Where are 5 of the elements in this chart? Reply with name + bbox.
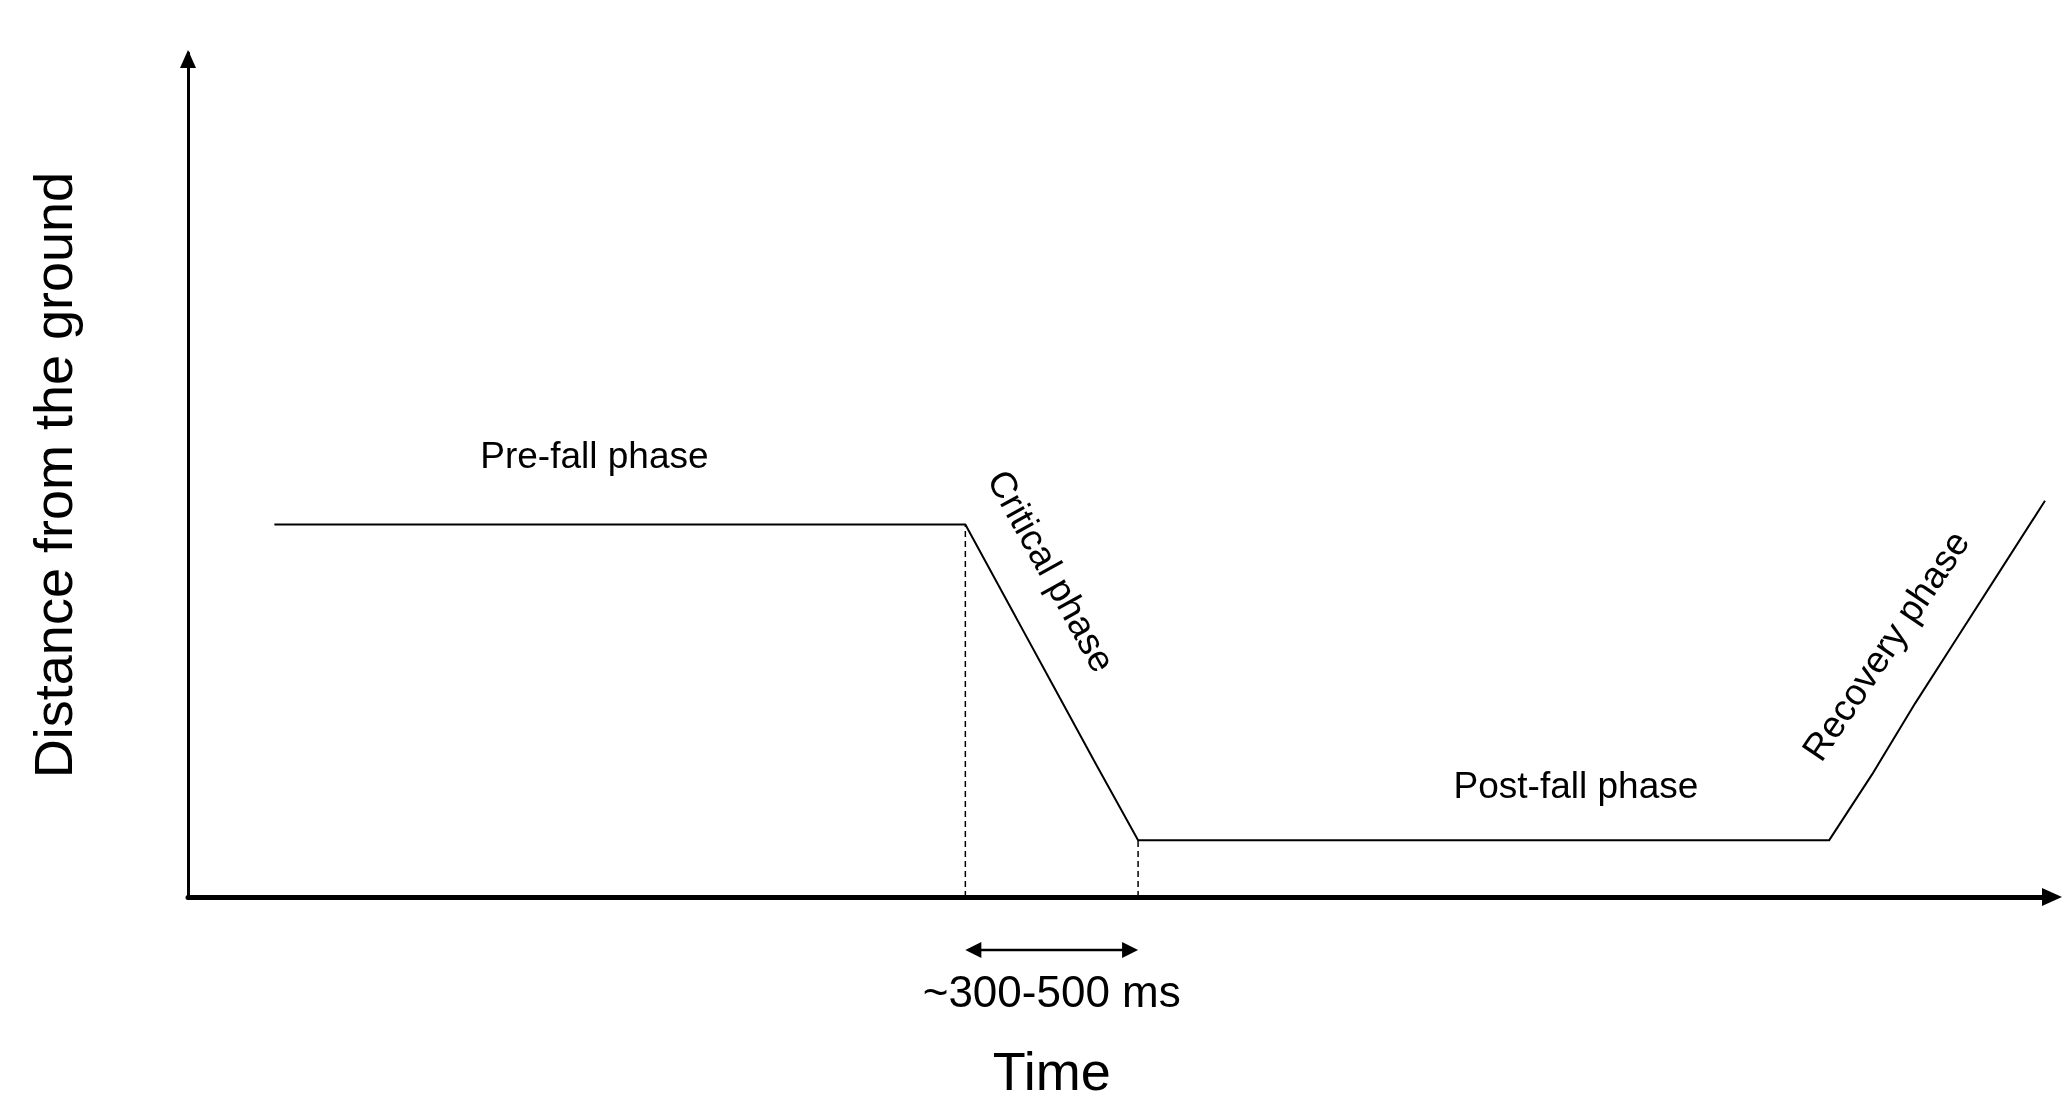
text: Pre-fall phase [480,434,709,477]
y-axis-title: Distance from the ground [22,171,84,779]
annotation: Post-fall phase [1453,765,1699,808]
x-axis-title: Time [992,1040,1111,1098]
text: ~300-500 ms [922,967,1181,1017]
